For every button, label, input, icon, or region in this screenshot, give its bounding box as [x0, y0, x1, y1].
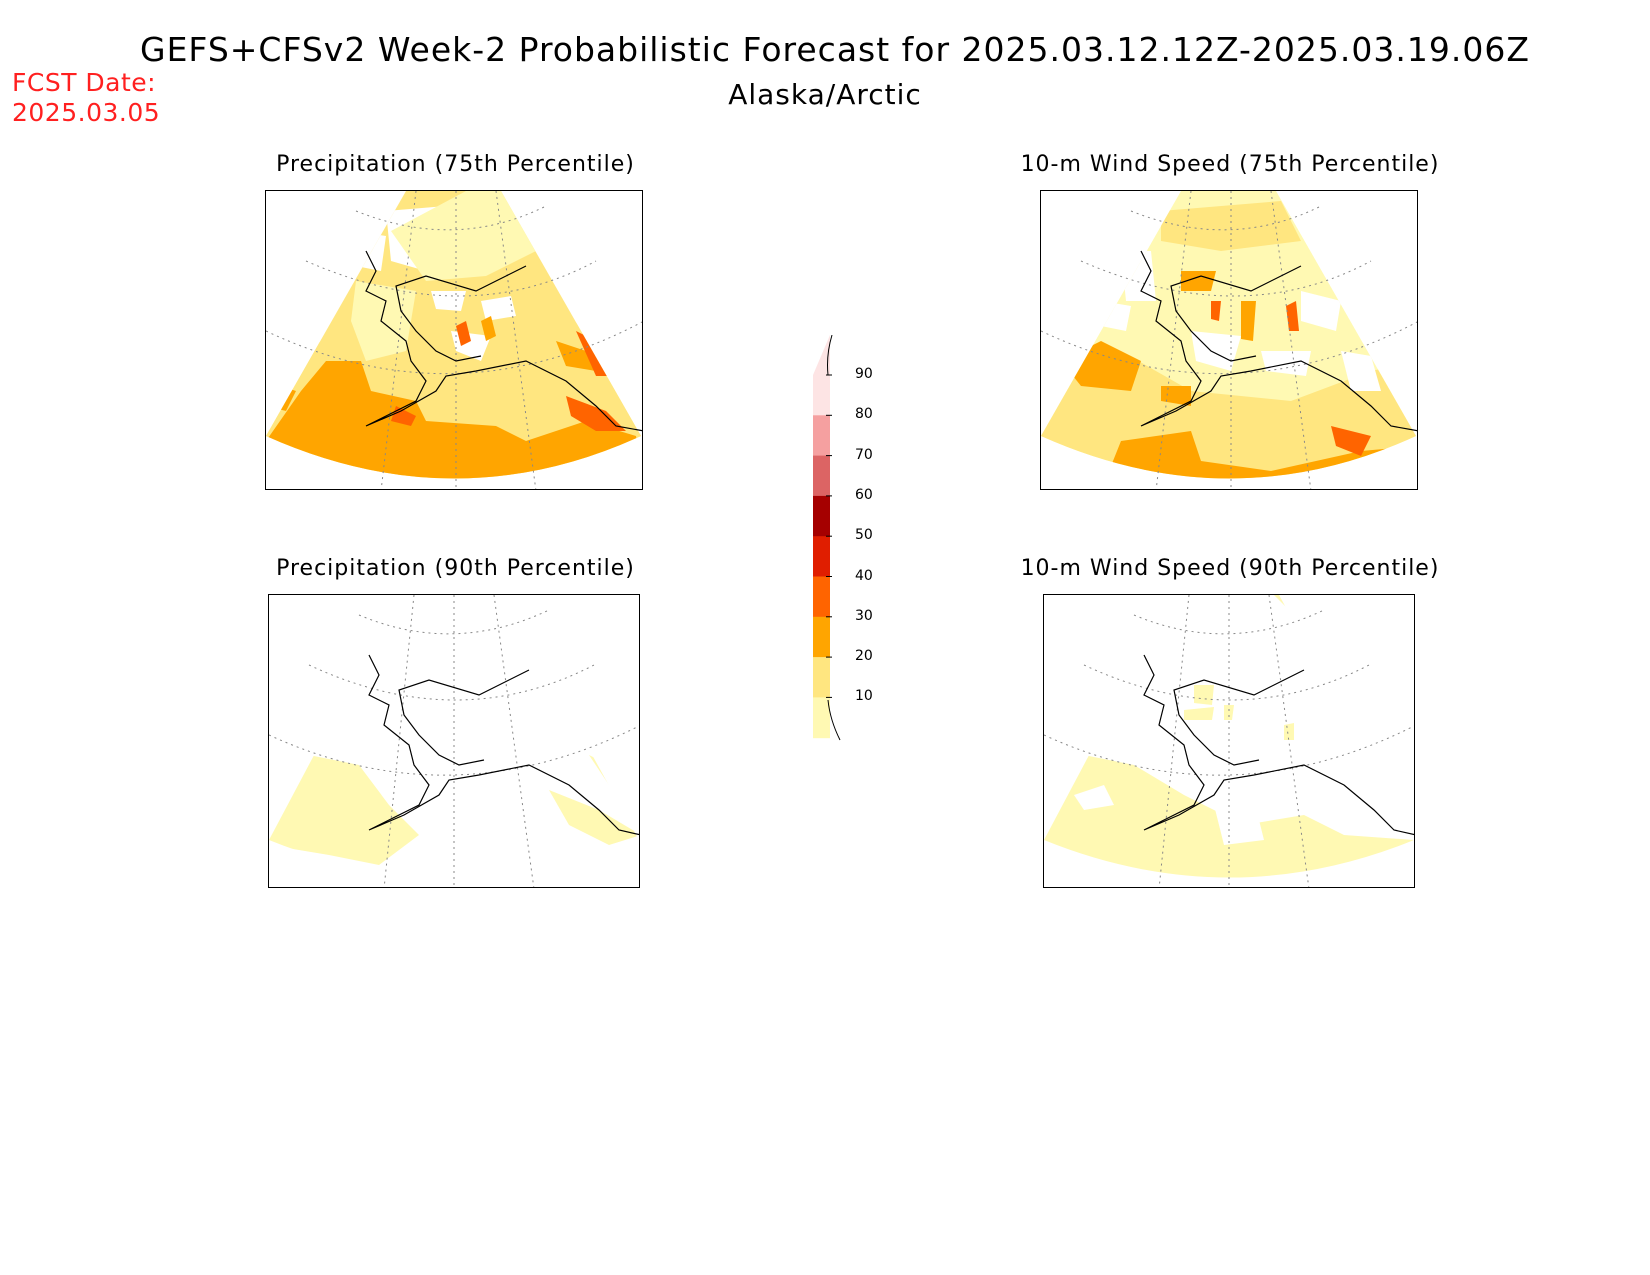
- fcst-date-label: FCST Date:: [12, 68, 157, 97]
- panel-title-wind-75: 10-m Wind Speed (75th Percentile): [1020, 152, 1440, 177]
- colorbar-label: 70: [855, 446, 873, 463]
- map-precip-90-svg: [269, 595, 639, 887]
- colorbar-segment-50: [813, 536, 830, 577]
- map-precip-75: [265, 190, 643, 490]
- map-precip-75-svg: [266, 191, 642, 489]
- colorbar-label: 30: [855, 607, 873, 624]
- fcst-date-value: 2025.03.05: [12, 98, 161, 127]
- panel-title-precip-75: Precipitation (75th Percentile): [276, 152, 635, 177]
- map-wind-75-svg: [1041, 191, 1417, 489]
- colorbar-label: 90: [855, 366, 873, 382]
- forecast-date: FCST Date: 2025.03.05: [12, 68, 160, 128]
- colorbar-segment-20: [813, 657, 830, 698]
- colorbar-label: 60: [855, 486, 873, 503]
- map-wind-90: [1043, 594, 1415, 888]
- colorbar-wedge-top: [813, 335, 830, 375]
- colorbar-segment-70: [813, 455, 830, 497]
- colorbar-label: 40: [855, 567, 873, 584]
- colorbar-label: 10: [855, 688, 873, 705]
- panel-title-wind-90: 10-m Wind Speed (90th Percentile): [1020, 556, 1440, 581]
- colorbar-segment-10: [813, 697, 830, 739]
- colorbar-segment-80: [813, 415, 830, 457]
- colorbar-svg: [813, 334, 841, 741]
- coastline-4: [1143, 654, 1414, 836]
- region-subtitle: Alaska/Arctic: [728, 78, 922, 111]
- map-wind-75: [1040, 190, 1418, 490]
- coastline-3: [368, 654, 639, 836]
- figure-title: GEFS+CFSv2 Week-2 Probabilistic Forecast…: [140, 30, 1530, 69]
- coastline-2: [1140, 250, 1417, 432]
- colorbar-label: 80: [855, 406, 873, 423]
- colorbar-segment-40: [813, 576, 830, 618]
- colorbar-segment-30: [813, 616, 830, 658]
- colorbar-label: 50: [855, 527, 873, 544]
- colorbar: [810, 334, 870, 749]
- coastline-1: [365, 250, 642, 432]
- map-wind-90-svg: [1044, 595, 1414, 887]
- shade-30: [266, 361, 641, 479]
- colorbar-label: 20: [855, 648, 873, 665]
- colorbar-segment-90: [813, 375, 830, 416]
- colorbar-segment-60: [813, 495, 830, 537]
- map-precip-90: [268, 594, 640, 888]
- panel-title-precip-90: Precipitation (90th Percentile): [276, 556, 635, 581]
